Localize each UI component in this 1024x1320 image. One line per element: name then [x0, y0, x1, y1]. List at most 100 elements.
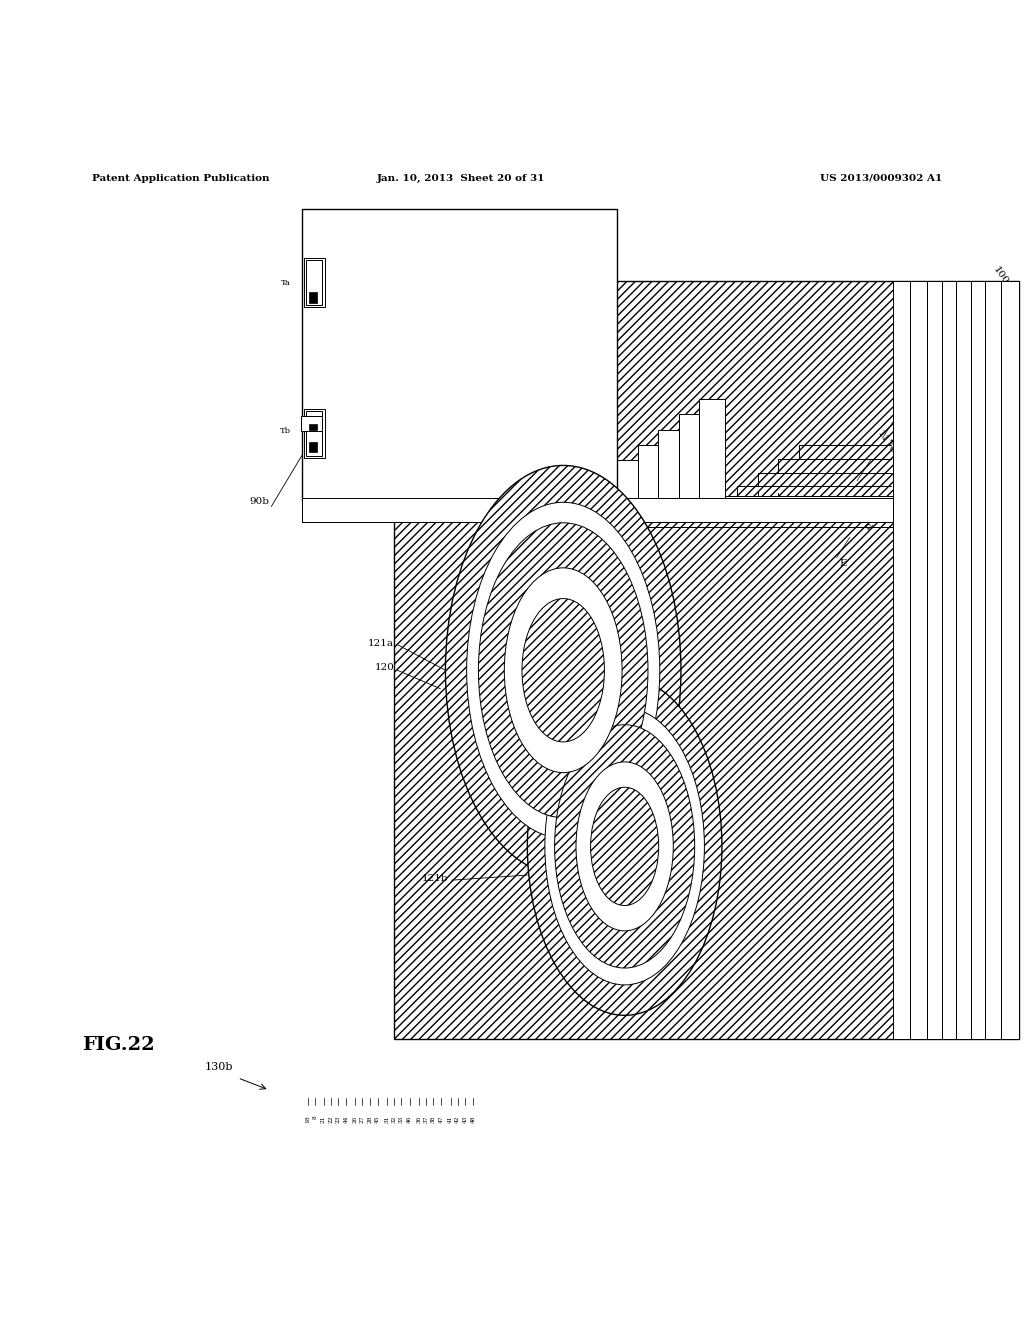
Text: 44d: 44d: [350, 393, 355, 404]
Bar: [927, 281, 942, 1039]
Bar: [942, 281, 956, 1039]
Bar: [302, 496, 1019, 521]
Text: 112: 112: [916, 371, 935, 392]
Ellipse shape: [505, 568, 623, 772]
Text: 8: 8: [313, 1115, 317, 1119]
Ellipse shape: [467, 503, 659, 838]
Text: 111: 111: [932, 347, 950, 370]
Bar: [910, 281, 927, 1039]
Text: 44c: 44c: [302, 404, 315, 412]
Ellipse shape: [591, 787, 658, 906]
Text: 47: 47: [439, 1115, 443, 1123]
Text: 25ac: 25ac: [377, 403, 382, 416]
Text: 44b: 44b: [350, 246, 355, 256]
Text: 45a: 45a: [400, 407, 406, 416]
Text: 33: 33: [399, 1115, 403, 1123]
Text: 121b: 121b: [422, 874, 449, 883]
Text: 51: 51: [527, 499, 541, 508]
Text: 37: 37: [424, 1115, 428, 1123]
Text: 45b: 45b: [402, 392, 408, 403]
Text: 21: 21: [322, 1115, 326, 1123]
Text: 121a: 121a: [369, 639, 394, 648]
Text: 47b: 47b: [511, 392, 516, 403]
Text: 31: 31: [385, 1115, 389, 1123]
Text: 23: 23: [336, 1115, 340, 1123]
Text: 38: 38: [431, 1115, 435, 1123]
Text: 52: 52: [548, 492, 561, 502]
Text: 53: 53: [589, 487, 602, 496]
Text: 35aa: 35aa: [483, 403, 488, 416]
Bar: [306, 411, 322, 457]
Text: 32: 32: [392, 1115, 396, 1123]
Text: 18: 18: [306, 1115, 310, 1123]
Ellipse shape: [522, 598, 604, 742]
Ellipse shape: [527, 677, 722, 1015]
Text: 42: 42: [456, 1115, 460, 1123]
Text: 30aa: 30aa: [428, 403, 433, 416]
Bar: [956, 281, 971, 1039]
Text: 118b: 118b: [568, 912, 595, 921]
Text: 46a: 46a: [457, 407, 462, 416]
Text: FIG.22: FIG.22: [82, 1036, 155, 1055]
Text: 90b: 90b: [249, 498, 269, 507]
Text: 80: 80: [458, 758, 471, 767]
Bar: [679, 414, 699, 502]
Bar: [394, 281, 1019, 1039]
Text: 47d: 47d: [855, 511, 873, 532]
Bar: [306, 260, 322, 305]
Text: Patent Application Publication: Patent Application Publication: [92, 174, 269, 182]
Text: 48: 48: [471, 1115, 475, 1123]
Text: US 2013/0009302 A1: US 2013/0009302 A1: [820, 174, 942, 182]
Bar: [309, 442, 317, 453]
Bar: [309, 425, 317, 429]
Text: 44e: 44e: [364, 396, 369, 407]
Text: Tb: Tb: [280, 426, 291, 434]
Text: 45: 45: [376, 1115, 380, 1123]
Text: 44a: 44a: [333, 242, 338, 252]
Bar: [301, 416, 322, 430]
Text: 54: 54: [630, 531, 643, 539]
Text: 44: 44: [344, 1115, 348, 1123]
Bar: [658, 429, 679, 502]
Ellipse shape: [445, 466, 681, 875]
Bar: [302, 210, 617, 502]
Bar: [1001, 281, 1019, 1039]
Text: 46b: 46b: [459, 392, 464, 403]
Text: 47a: 47a: [509, 407, 514, 416]
Text: 100: 100: [991, 265, 1010, 286]
Bar: [699, 399, 725, 502]
Bar: [302, 498, 1019, 521]
Ellipse shape: [555, 725, 694, 968]
Text: 118a: 118a: [568, 722, 594, 731]
Text: 113: 113: [901, 391, 920, 412]
Bar: [985, 281, 1001, 1039]
Bar: [309, 293, 317, 302]
Bar: [304, 409, 325, 458]
Text: Ta: Ta: [281, 279, 291, 288]
Text: 22: 22: [329, 1115, 333, 1123]
Bar: [638, 445, 658, 502]
Text: 114: 114: [975, 285, 993, 306]
Text: 115: 115: [946, 327, 965, 348]
Text: 30ab: 30ab: [430, 388, 435, 403]
Text: 43: 43: [463, 1115, 467, 1123]
Text: 41: 41: [449, 1115, 453, 1123]
Text: 26: 26: [353, 1115, 357, 1123]
Ellipse shape: [545, 708, 705, 985]
Text: 120: 120: [375, 663, 394, 672]
Text: 28: 28: [368, 1115, 372, 1123]
Text: 36: 36: [417, 1115, 421, 1123]
Text: E: E: [840, 558, 847, 568]
Text: 130b: 130b: [205, 1061, 233, 1072]
Ellipse shape: [478, 523, 648, 817]
Ellipse shape: [575, 762, 674, 931]
Text: 35ab: 35ab: [485, 388, 490, 403]
Text: Jan. 10, 2013  Sheet 20 of 31: Jan. 10, 2013 Sheet 20 of 31: [377, 174, 545, 182]
Text: 25ad: 25ad: [375, 388, 380, 403]
Text: 40aa: 40aa: [535, 403, 540, 416]
Text: 40ab: 40ab: [537, 388, 542, 403]
Text: 46: 46: [408, 1115, 412, 1123]
Text: 25ab: 25ab: [367, 236, 372, 251]
Bar: [893, 281, 910, 1039]
Text: 25aa: 25aa: [379, 232, 384, 247]
